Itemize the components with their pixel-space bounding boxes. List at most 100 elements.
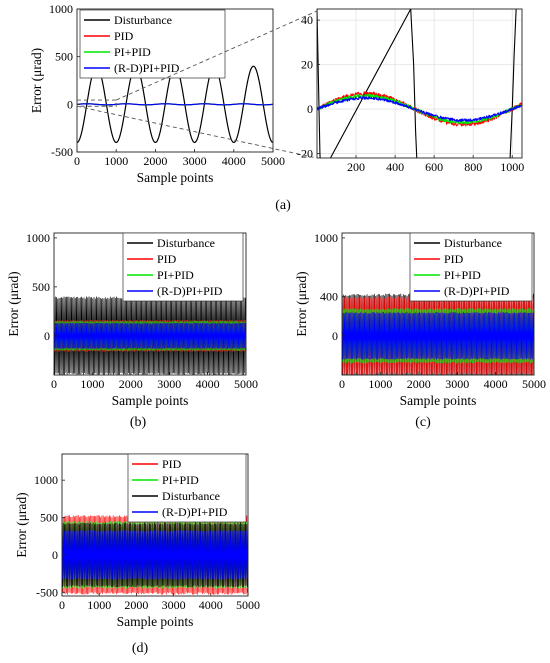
zoom-indicator [76,10,318,159]
panel-label: (a) [275,198,291,213]
series-line-disturbance [317,9,517,158]
x-axis-label: Sample points [112,393,189,408]
y-tick-label: 40 [301,13,313,27]
legend-entry-disturbance: Disturbance [157,236,215,250]
x-axis-label: Sample points [400,393,477,408]
x-tick-label: 1000 [87,598,111,612]
legend-entry-pi-pid: PI+PID [157,268,194,282]
y-tick-label: 0 [44,329,50,343]
y-tick-label: -500 [51,145,73,159]
series-line-r-d-pi-pid [342,311,534,360]
legend-entry-disturbance: Disturbance [444,236,502,250]
chart-panel-a-main: 0 1000 2000 3000 4000 5000-50005001000Sample … [29,2,291,213]
legend-entry-r-d-pi-pid: (R-D)PI+PID [114,61,180,75]
y-tick-label: 500 [40,511,58,525]
series-group [317,9,522,158]
chart-panel-d: 0 1000 2000 3000 4000 5000-50005001000Sample … [14,453,260,656]
y-tick-label: -20 [297,147,313,161]
panel-label: (b) [130,415,147,430]
y-axis-label: Error (μrad) [14,492,29,557]
axes-frame [316,8,523,159]
x-tick-label: 2000 [124,598,148,612]
axes-frame [76,8,274,153]
y-tick-label: 1000 [34,473,58,487]
y-axis-label: Error (μrad) [294,271,309,336]
x-axis-label: Sample points [117,614,194,629]
legend-entry-pid: PID [114,29,134,43]
x-tick-label: 4000 [199,598,223,612]
legend-entry-pid: PID [157,252,177,266]
legend-box [409,232,533,302]
x-tick-label: 5000 [522,377,546,391]
y-tick-label: 500 [55,50,73,64]
legend-box [79,9,226,79]
legend-box [122,232,244,302]
legend-entry-disturbance: Disturbance [114,13,172,27]
x-tick-label: 600 [425,160,443,174]
legend-entry-pi-pid: PI+PID [444,268,481,282]
y-tick-label: 0 [67,97,73,111]
legend-entry-pid: PID [444,252,464,266]
x-tick-label: 800 [464,160,482,174]
y-tick-label: 1000 [26,231,50,245]
x-tick-label: 4000 [196,377,220,391]
zoom-region-box [76,99,117,107]
legend: Disturbance PID PI+PID (R-D)PI+PID [79,9,226,79]
x-tick-label: 5000 [261,154,285,168]
x-tick-label: 0 [51,377,57,391]
y-tick-label: 0 [52,548,58,562]
y-tick-label: 0 [332,329,338,343]
series-line-r-d-pi-pid [317,96,522,122]
zoom-connector-line [76,105,318,159]
y-tick-label: -500 [36,585,58,599]
series-group [342,293,534,375]
x-tick-label: 2000 [119,377,143,391]
x-tick-label: 5000 [234,377,258,391]
series-group [54,296,246,375]
legend-entry-r-d-pi-pid: (R-D)PI+PID [444,284,510,298]
legend: PID PI+PID Disturbance (R-D)PI+PID [127,453,247,523]
x-tick-label: 1000 [500,160,524,174]
chart-panel-b: 0 1000 2000 3000 4000 5000 0 500 1000 Sample poin… [6,231,258,430]
legend-entry-pi-pid: PI+PID [114,45,151,59]
chart-panel-c: 0 1000 2000 3000 4000 5000 0 400 1000 Sample poin… [294,231,546,430]
series-line-r-d-pi-pid [62,529,248,580]
x-tick-label: 1000 [368,377,392,391]
chart-panel-a-zoom: 200 400 600 800 1000 -20 0 20 40 [297,8,524,174]
y-tick-label: 500 [32,280,50,294]
legend: Disturbance PID PI+PID (R-D)PI+PID [122,232,244,302]
x-tick-label: 2000 [143,154,167,168]
x-tick-label: 3000 [157,377,181,391]
x-tick-label: 0 [74,154,80,168]
x-axis-label: Sample points [137,170,214,185]
series-line-r-d-pi-pid [77,103,273,106]
y-tick-label: 1000 [314,231,338,245]
legend-entry-r-d-pi-pid: (R-D)PI+PID [162,505,228,519]
y-tick-label: 0 [307,102,313,116]
panel-label: (d) [132,641,149,656]
x-tick-label: 400 [386,160,404,174]
series-line-r-d-pi-pid [54,322,246,349]
x-tick-label: 4000 [484,377,508,391]
series-group [62,514,248,595]
y-tick-label: 20 [301,58,313,72]
x-tick-label: 3000 [445,377,469,391]
y-axis-label: Error (μrad) [6,271,21,336]
x-tick-label: 5000 [236,598,260,612]
x-tick-label: 1000 [80,377,104,391]
x-tick-label: 200 [347,160,365,174]
x-tick-label: 0 [59,598,65,612]
zoom-connector-line [116,10,318,101]
legend-entry-pi-pid: PI+PID [162,473,199,487]
legend-entry-pid: PID [162,457,182,471]
legend-entry-disturbance: Disturbance [162,489,220,503]
x-tick-label: 3000 [162,598,186,612]
x-tick-label: 4000 [222,154,246,168]
panel-label: (c) [415,415,431,430]
x-tick-label: 1000 [104,154,128,168]
legend-box [127,453,247,523]
legend-entry-r-d-pi-pid: (R-D)PI+PID [157,284,223,298]
x-tick-label: 3000 [183,154,207,168]
legend: Disturbance PID PI+PID (R-D)PI+PID [409,232,533,302]
